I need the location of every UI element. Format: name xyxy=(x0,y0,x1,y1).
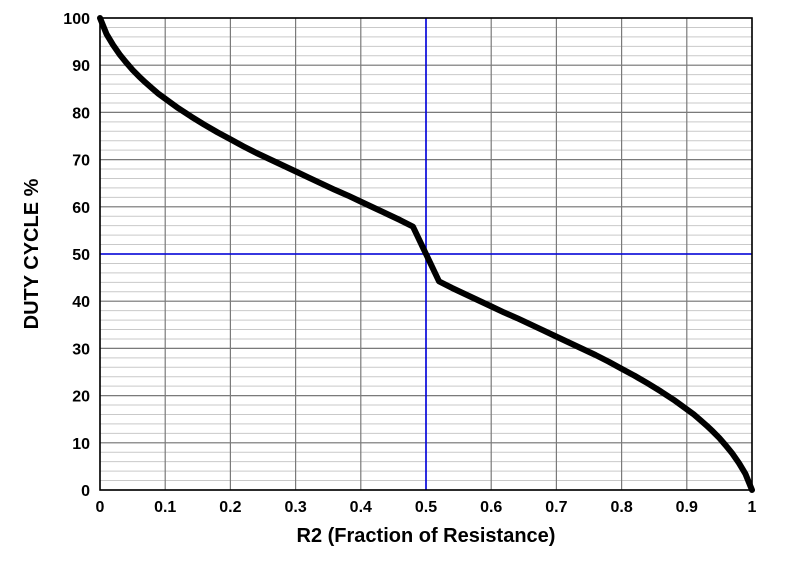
svg-text:0.8: 0.8 xyxy=(610,499,632,516)
svg-text:0.4: 0.4 xyxy=(350,499,372,516)
x-axis-title: R2 (Fraction of Resistance) xyxy=(297,525,556,547)
svg-text:70: 70 xyxy=(72,153,90,170)
chart-container: 0 0.1 0.2 0.3 0.4 0.5 0.6 0.7 0.8 0.9 1 0 10 20 30 40 5… xyxy=(0,0,800,577)
svg-text:1: 1 xyxy=(748,499,757,516)
svg-text:0.9: 0.9 xyxy=(676,499,698,516)
svg-text:0.7: 0.7 xyxy=(545,499,567,516)
svg-text:0.1: 0.1 xyxy=(154,499,176,516)
y-axis-title: DUTY CYCLE % xyxy=(21,178,43,329)
svg-text:0.5: 0.5 xyxy=(415,499,437,516)
x-tick-labels: 0 0.1 0.2 0.3 0.4 0.5 0.6 0.7 0.8 0.9 1 xyxy=(96,499,757,516)
svg-text:80: 80 xyxy=(72,105,90,122)
svg-text:60: 60 xyxy=(72,200,90,217)
svg-text:90: 90 xyxy=(72,58,90,75)
svg-text:0: 0 xyxy=(81,483,90,500)
svg-text:0.6: 0.6 xyxy=(480,499,502,516)
svg-text:0.3: 0.3 xyxy=(284,499,306,516)
svg-text:0: 0 xyxy=(96,499,105,516)
duty-cycle-chart: 0 0.1 0.2 0.3 0.4 0.5 0.6 0.7 0.8 0.9 1 0 10 20 30 40 5… xyxy=(0,0,800,577)
svg-text:100: 100 xyxy=(63,11,90,28)
y-tick-labels: 0 10 20 30 40 50 60 70 80 90 100 xyxy=(63,11,90,500)
svg-text:50: 50 xyxy=(72,247,90,264)
svg-text:20: 20 xyxy=(72,389,90,406)
svg-text:10: 10 xyxy=(72,436,90,453)
svg-text:40: 40 xyxy=(72,294,90,311)
svg-text:30: 30 xyxy=(72,341,90,358)
svg-text:0.2: 0.2 xyxy=(219,499,241,516)
